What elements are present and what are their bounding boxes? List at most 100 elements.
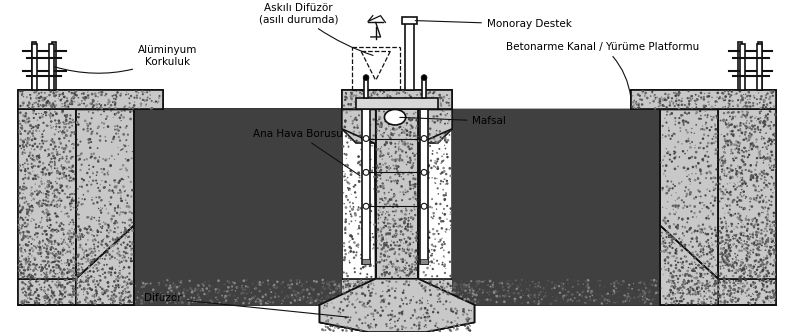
Point [84, 150, 97, 155]
Point [13, 268, 25, 274]
Point [45, 293, 58, 299]
Point [431, 282, 444, 287]
Point [91, 233, 103, 238]
Point [46, 233, 59, 238]
Point [20, 242, 33, 247]
Point [71, 300, 83, 305]
Point [64, 172, 77, 178]
Point [404, 298, 417, 303]
Bar [420, 259, 428, 264]
Point [40, 191, 52, 196]
Point [719, 260, 732, 265]
Point [767, 158, 780, 164]
Point [442, 100, 455, 106]
Point [41, 158, 54, 163]
Point [135, 299, 148, 305]
Point [676, 113, 689, 118]
Point [107, 95, 120, 101]
Point [175, 281, 188, 286]
Point [430, 303, 442, 308]
Point [693, 242, 706, 248]
Point [734, 128, 746, 133]
Point [732, 211, 745, 216]
Point [383, 254, 395, 259]
Point [111, 164, 124, 170]
Point [330, 279, 343, 285]
Point [655, 283, 668, 288]
Point [750, 222, 762, 227]
Point [673, 215, 685, 220]
Point [145, 294, 157, 299]
Point [309, 290, 322, 295]
Point [66, 232, 79, 238]
Point [341, 92, 353, 97]
Point [91, 288, 103, 293]
Point [594, 296, 607, 301]
Point [21, 296, 34, 301]
Point [395, 98, 408, 103]
Point [761, 185, 774, 190]
Point [119, 93, 132, 98]
Point [47, 124, 60, 129]
Point [56, 234, 69, 239]
Point [96, 92, 109, 97]
Point [140, 300, 152, 305]
Point [38, 171, 51, 177]
Point [406, 124, 418, 129]
Point [52, 158, 65, 163]
Point [408, 94, 421, 100]
Point [761, 280, 773, 285]
Point [757, 278, 769, 283]
Point [395, 208, 408, 214]
Point [101, 262, 114, 267]
Point [59, 145, 71, 151]
Point [39, 191, 52, 196]
Point [594, 291, 607, 296]
Point [453, 297, 465, 303]
Point [680, 171, 692, 176]
Point [674, 267, 687, 273]
Point [461, 315, 474, 321]
Point [15, 239, 28, 244]
Point [363, 105, 376, 110]
Point [59, 191, 71, 197]
Point [761, 97, 774, 103]
Point [762, 159, 775, 164]
Point [56, 281, 69, 286]
Point [80, 294, 93, 300]
Point [352, 104, 364, 109]
Point [14, 287, 27, 292]
Point [33, 223, 45, 228]
Point [62, 212, 75, 218]
Point [691, 90, 703, 95]
Point [75, 90, 87, 96]
Point [422, 281, 434, 286]
Point [139, 104, 152, 110]
Point [411, 308, 424, 313]
Point [729, 272, 742, 278]
Point [763, 224, 776, 230]
Point [98, 290, 111, 295]
Point [408, 306, 421, 311]
Point [359, 178, 372, 183]
Point [44, 161, 57, 166]
Point [709, 183, 722, 188]
Point [83, 239, 96, 245]
Point [610, 285, 622, 290]
Point [67, 231, 80, 237]
Point [721, 181, 734, 187]
Point [715, 254, 728, 260]
Point [709, 227, 722, 233]
Point [416, 170, 429, 175]
Point [724, 128, 737, 134]
Point [87, 134, 99, 139]
Point [694, 209, 707, 214]
Point [60, 160, 73, 166]
Point [352, 286, 364, 291]
Point [657, 171, 670, 177]
Point [37, 225, 49, 230]
Point [749, 281, 761, 286]
Point [354, 282, 367, 287]
Point [437, 281, 449, 286]
Point [122, 143, 135, 148]
